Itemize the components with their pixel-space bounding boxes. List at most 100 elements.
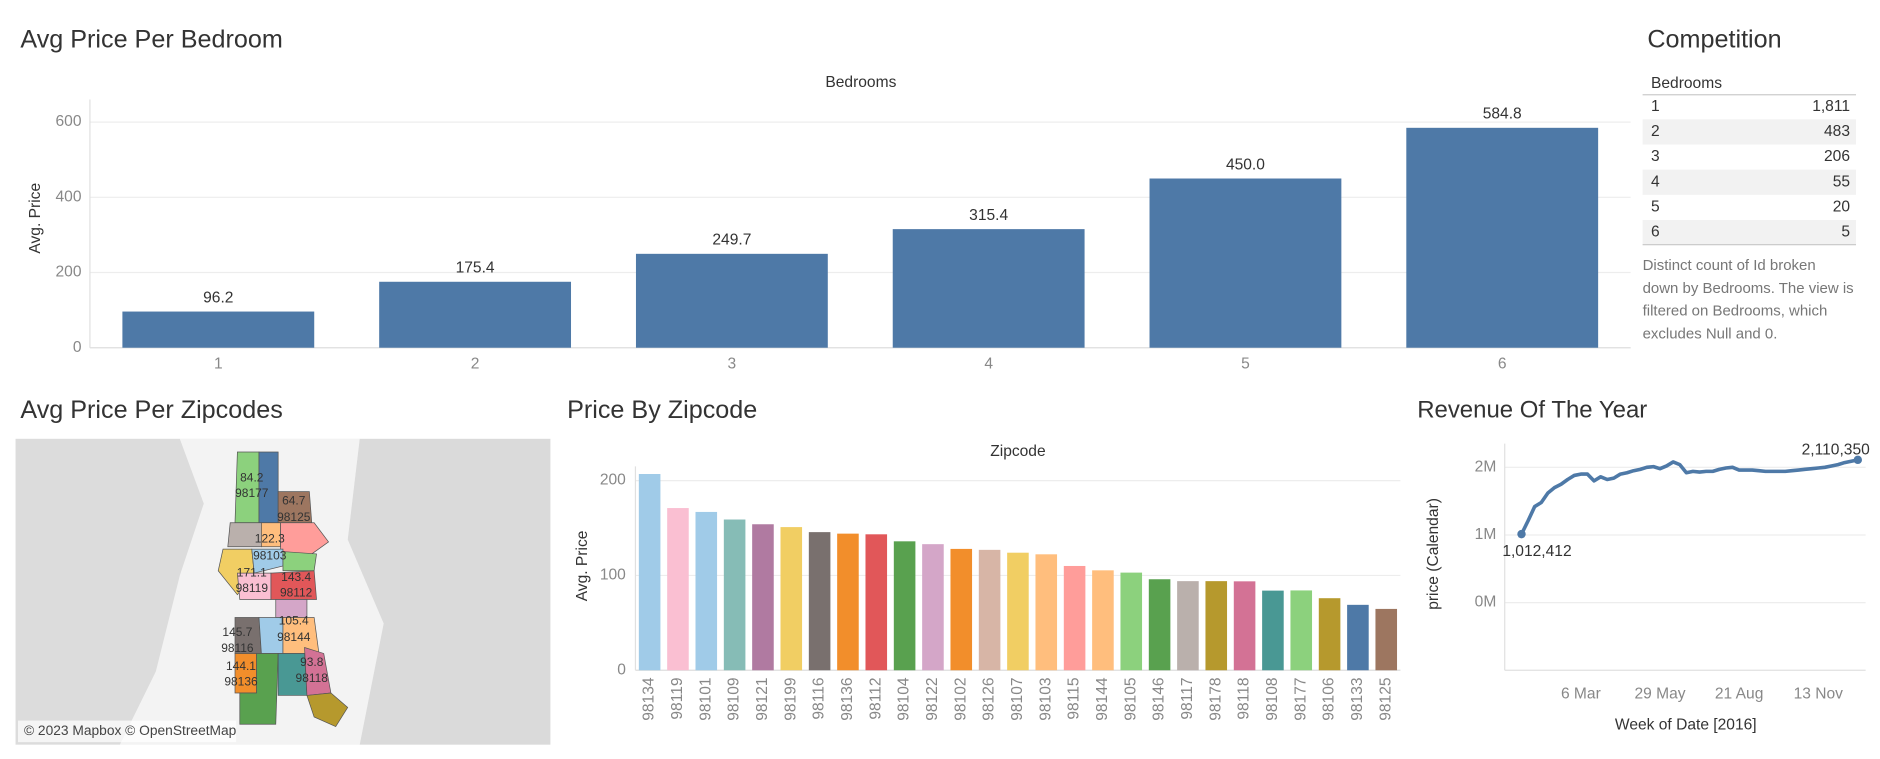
bar: [1205, 581, 1228, 671]
x-tick-label: 98199: [782, 677, 799, 720]
data-label: 450.0: [1226, 156, 1265, 173]
attribution-box: [17, 720, 237, 743]
x-tick-label: 98125: [1377, 677, 1394, 721]
zip-area: [282, 551, 317, 572]
data-label: 2,110,350: [1802, 441, 1870, 458]
bar: [638, 474, 661, 671]
y-axis-title: Avg. Price: [27, 183, 44, 254]
point: [1517, 529, 1526, 539]
bar: [1035, 554, 1058, 671]
line: [1519, 458, 1859, 535]
zip-area: [306, 692, 349, 728]
x-tick-label: 98103: [1037, 677, 1054, 720]
x-tick-label: 5: [1241, 356, 1250, 373]
bar: [1375, 608, 1398, 671]
x-tick-label: 13 Nov: [1794, 685, 1844, 702]
point: [1853, 455, 1863, 465]
table-row-shade: [1642, 169, 1857, 195]
note-line: excludes Null and 0.: [1643, 325, 1778, 342]
bar: [122, 311, 315, 348]
x-axis-title: Bedrooms: [825, 74, 896, 91]
y-tick-label: 2M: [1475, 458, 1497, 475]
note-line: Distinct count of Id broken: [1643, 257, 1816, 274]
bar: [695, 511, 718, 671]
x-tick-label: 2: [471, 356, 480, 373]
bar: [922, 544, 944, 671]
map-value: 64.7: [282, 493, 306, 507]
map: 84.2 98177 64.7 98125 122.3 98103 171.1 …: [15, 438, 551, 745]
map-value: 144.1: [226, 659, 256, 673]
map-zipcode: 98177: [235, 486, 269, 500]
y-tick-label: 0M: [1475, 594, 1497, 611]
y-tick-label: 100: [600, 567, 626, 584]
x-tick-label: 98177: [1292, 677, 1309, 720]
x-tick-label: 98106: [1321, 677, 1338, 720]
map-value: 93.8: [300, 655, 324, 669]
note-line: down by Bedrooms. The view is: [1643, 280, 1854, 297]
table-cell: 3: [1651, 148, 1660, 165]
x-tick-label: 3: [728, 356, 737, 373]
bar: [978, 549, 1001, 671]
x-tick-label: 98133: [1349, 677, 1366, 720]
x-tick-label: 98108: [1264, 677, 1281, 720]
table-cell: 2: [1651, 123, 1660, 140]
x-tick-label: 98146: [1151, 677, 1168, 720]
bar: [1149, 178, 1342, 348]
x-axis-title: Zipcode: [990, 443, 1045, 460]
zip-area: [280, 522, 330, 555]
bar: [752, 524, 774, 671]
x-tick-label: 98102: [952, 677, 969, 720]
map-zipcode: 98136: [224, 674, 258, 688]
chart-title: Avg Price Per Bedroom: [20, 25, 282, 53]
map-value: 145.7: [222, 625, 252, 639]
x-tick-label: 98117: [1179, 677, 1196, 719]
y-axis-title: price (Calendar): [1425, 498, 1442, 610]
data-label: 315.4: [969, 207, 1008, 224]
table-cell: 1: [1651, 98, 1660, 115]
x-tick-label: 98119: [669, 677, 686, 719]
map-title: Avg Price Per Zipcodes: [20, 396, 282, 424]
map-zipcode: 98116: [221, 641, 254, 655]
x-tick-label: 98115: [1066, 677, 1083, 719]
x-tick-label: 1: [214, 356, 223, 373]
bar: [950, 548, 973, 671]
map-zipcode: 98118: [296, 671, 329, 685]
y-tick-label: 1M: [1475, 526, 1497, 543]
y-tick-label: 600: [56, 113, 82, 130]
x-tick-label: 21 Aug: [1715, 685, 1764, 702]
y-tick-label: 400: [56, 188, 82, 205]
bar: [1318, 598, 1341, 671]
table-row-shade: [1642, 220, 1857, 246]
map-attribution: © 2023 Mapbox © OpenStreetMap: [24, 723, 237, 738]
bar: [1063, 565, 1086, 671]
x-tick-label: 98107: [1009, 677, 1026, 720]
chart-title: Price By Zipcode: [567, 396, 757, 424]
bar: [865, 534, 888, 671]
map-value: 171.1: [237, 565, 267, 579]
x-axis-title: Week of Date [2016]: [1615, 717, 1757, 734]
bar: [893, 541, 916, 671]
bar: [1347, 604, 1369, 671]
table-cell: 4: [1651, 173, 1660, 190]
bar: [1233, 581, 1256, 671]
map-value: 84.2: [240, 471, 264, 485]
x-tick-label: 6: [1498, 356, 1507, 373]
map-zipcode: 98103: [253, 549, 287, 563]
data-label: 249.7: [712, 232, 751, 249]
map-value: 105.4: [279, 613, 309, 627]
x-tick-label: 6 Mar: [1561, 685, 1601, 702]
map-zipcode: 98119: [236, 581, 269, 595]
y-axis-title: Avg. Price: [574, 531, 591, 602]
y-tick-label: 200: [56, 264, 82, 281]
map-land: [347, 438, 551, 745]
data-label: 1,012,412: [1502, 543, 1571, 560]
map-value: 122.3: [255, 532, 285, 546]
table-cell: 1,811: [1812, 98, 1850, 115]
bar: [1148, 579, 1171, 671]
bar: [1262, 590, 1284, 671]
table-cell: 20: [1833, 199, 1851, 216]
y-tick-label: 0: [73, 339, 82, 356]
table-cell: 5: [1651, 199, 1660, 216]
bar: [892, 229, 1085, 348]
